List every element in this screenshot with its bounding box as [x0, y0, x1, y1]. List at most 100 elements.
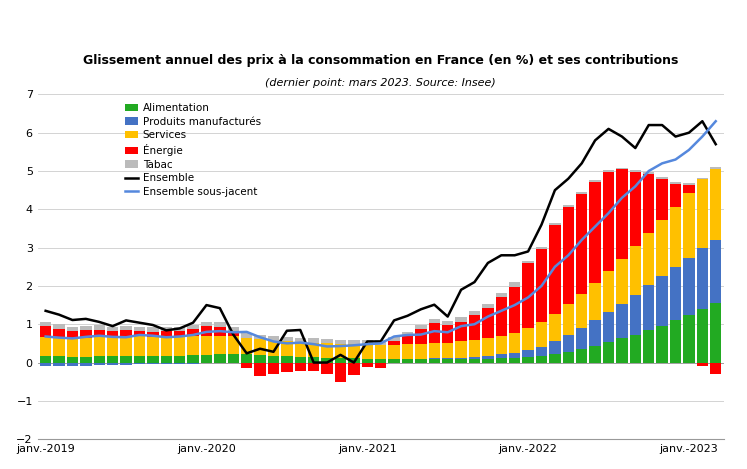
Bar	[201, 322, 212, 326]
Bar	[388, 341, 400, 345]
Bar	[589, 346, 601, 363]
Bar	[134, 363, 145, 364]
Bar	[402, 344, 413, 359]
Bar	[522, 357, 534, 363]
Bar	[429, 358, 440, 359]
Bar	[294, 338, 306, 342]
Bar	[214, 355, 226, 363]
Bar	[40, 337, 52, 356]
Bar	[241, 355, 252, 363]
Bar	[549, 224, 560, 226]
Bar	[201, 326, 212, 336]
Bar	[684, 183, 695, 185]
Bar	[134, 327, 145, 331]
Bar	[134, 356, 145, 363]
Bar	[362, 345, 373, 359]
Bar	[415, 329, 427, 344]
Bar	[630, 335, 641, 363]
Bar	[107, 331, 118, 336]
Bar	[657, 179, 668, 220]
Bar	[80, 326, 92, 330]
Bar	[630, 295, 641, 335]
Bar	[281, 356, 293, 363]
Bar	[509, 353, 521, 358]
Bar	[214, 322, 226, 326]
Bar	[576, 294, 587, 328]
Bar	[362, 340, 373, 345]
Bar	[161, 336, 172, 356]
Bar	[469, 311, 480, 315]
Bar	[630, 170, 641, 172]
Bar	[697, 363, 708, 366]
Bar	[174, 337, 185, 356]
Bar	[456, 341, 467, 358]
Bar	[187, 336, 199, 355]
Bar	[562, 205, 574, 207]
Bar	[388, 337, 400, 341]
Bar	[80, 363, 92, 366]
Text: Glissement annuel des prix à la consommation en France (en %) et ses contributio: Glissement annuel des prix à la consomma…	[83, 54, 678, 67]
Bar	[241, 338, 252, 355]
Bar	[509, 358, 521, 363]
Bar	[40, 326, 52, 337]
Bar	[255, 335, 266, 339]
Bar	[187, 355, 199, 363]
Bar	[187, 329, 199, 336]
Bar	[697, 180, 708, 248]
Bar	[697, 248, 708, 309]
Bar	[483, 356, 494, 359]
Bar	[483, 308, 494, 339]
Bar	[630, 247, 641, 295]
Bar	[429, 359, 440, 363]
Bar	[348, 363, 359, 375]
Bar	[643, 174, 654, 233]
Bar	[549, 341, 560, 354]
Bar	[93, 330, 105, 336]
Bar	[335, 358, 346, 363]
Bar	[66, 363, 78, 366]
Bar	[40, 322, 52, 326]
Bar	[495, 293, 507, 297]
Bar	[201, 336, 212, 355]
Bar	[616, 169, 627, 259]
Bar	[267, 340, 279, 356]
Bar	[228, 355, 239, 363]
Bar	[267, 336, 279, 340]
Bar	[281, 337, 293, 341]
Bar	[80, 357, 92, 363]
Bar	[255, 355, 266, 363]
Bar	[495, 355, 507, 358]
Bar	[562, 207, 574, 304]
Bar	[456, 359, 467, 363]
Bar	[522, 328, 534, 350]
Bar	[66, 327, 78, 331]
Bar	[684, 185, 695, 193]
Bar	[684, 315, 695, 363]
Bar	[308, 363, 320, 371]
Bar	[241, 363, 252, 368]
Bar	[228, 331, 239, 336]
Bar	[241, 333, 252, 338]
Bar	[616, 259, 627, 304]
Bar	[161, 363, 172, 364]
Bar	[375, 359, 386, 363]
Bar	[321, 357, 332, 363]
Bar	[308, 339, 320, 343]
Bar	[402, 359, 413, 363]
Bar	[174, 331, 185, 337]
Bar	[670, 182, 681, 184]
Legend: Alimentation, Produits manufacturés, Services, Énergie, Tabac, Ensemble, Ensembl: Alimentation, Produits manufacturés, Ser…	[125, 103, 261, 197]
Bar	[710, 169, 722, 240]
Bar	[335, 344, 346, 358]
Bar	[267, 356, 279, 363]
Bar	[161, 326, 172, 331]
Bar	[107, 356, 118, 363]
Bar	[469, 340, 480, 357]
Bar	[107, 326, 118, 331]
Bar	[495, 297, 507, 336]
Bar	[80, 330, 92, 338]
Bar	[549, 354, 560, 363]
Bar	[53, 337, 65, 356]
Bar	[536, 247, 548, 249]
Bar	[442, 359, 453, 363]
